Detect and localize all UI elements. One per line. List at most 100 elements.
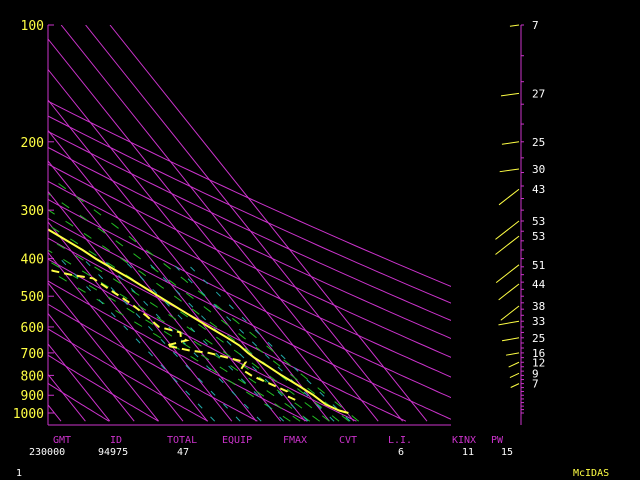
wind-speed-label: 43 xyxy=(532,183,545,196)
temperature-line xyxy=(48,228,349,414)
wind-barb xyxy=(509,372,520,378)
isotherm-line xyxy=(48,38,355,422)
isotherm-line xyxy=(48,312,135,422)
dry-adiabat-line xyxy=(48,354,159,422)
wind-speed-label: 33 xyxy=(532,315,545,328)
plot-frame xyxy=(47,25,451,426)
moist-adiabat-line xyxy=(48,269,291,422)
footer-value-li: 6 xyxy=(398,447,405,458)
moist-adiabat-line xyxy=(48,260,301,422)
wind-speed-label: 51 xyxy=(532,259,545,272)
footer-header-gmt: GMT xyxy=(53,435,72,446)
temperature-trace xyxy=(48,228,349,414)
frame-number: 1 xyxy=(16,468,23,479)
wind-barb xyxy=(495,220,520,240)
dry-adiabat-line xyxy=(48,217,451,420)
wind-speed-label: 53 xyxy=(532,215,545,228)
dry-adiabat-line xyxy=(48,100,451,287)
footer-value-pw: 15 xyxy=(501,447,514,458)
dry-adiabat-line xyxy=(48,328,209,422)
wind-speed-label: 25 xyxy=(532,136,545,149)
dry-adiabat-line xyxy=(48,130,451,321)
dry-adiabat-line xyxy=(48,382,110,422)
wind-barb xyxy=(498,188,520,206)
isotherm-line xyxy=(48,221,208,422)
isotherm-line xyxy=(48,68,330,422)
isotherm-line xyxy=(48,160,257,422)
wind-speed-label: 38 xyxy=(532,300,545,313)
footer-header-id: ID xyxy=(110,435,123,446)
wind-barb xyxy=(500,305,520,321)
isotherm-lines xyxy=(48,25,428,422)
pressure-tick-label: 800 xyxy=(21,369,44,384)
dry-adiabat-line xyxy=(48,237,407,422)
footer-value-total: 47 xyxy=(177,447,190,458)
wind-speed-label: 9 xyxy=(532,367,539,380)
brand-label: McIDAS xyxy=(573,468,610,479)
dewpoint-trace xyxy=(48,267,296,401)
isotherm-line xyxy=(48,190,233,422)
wind-barb xyxy=(501,141,520,145)
wind-barb xyxy=(498,283,520,301)
pressure-tick-label: 400 xyxy=(21,253,44,268)
moist-adiabat-line xyxy=(48,249,311,422)
moist-adiabat-lines xyxy=(48,175,360,422)
footer-value-id: 94975 xyxy=(98,447,129,458)
wind-barb xyxy=(501,337,520,342)
dry-adiabat-line xyxy=(48,198,451,399)
mixing-ratio-lines xyxy=(59,258,351,422)
dry-adiabat-line xyxy=(48,280,308,422)
wind-barb xyxy=(499,168,520,173)
isotherm-line xyxy=(48,251,184,422)
footer-header-kinx: KINX xyxy=(452,435,477,446)
pressure-tick-label: 500 xyxy=(21,290,44,305)
footer-header-pw: PW xyxy=(491,435,504,446)
wind-speed-label: 7 xyxy=(532,378,539,391)
footer-value-gmt: 230000 xyxy=(29,447,66,458)
footer-header-total: TOTAL xyxy=(167,435,198,446)
wind-barb xyxy=(495,235,520,255)
wind-speed-label: 12 xyxy=(532,356,545,369)
isotherm-line xyxy=(48,343,111,422)
moist-adiabat-line xyxy=(48,175,360,422)
wind-speed-label: 16 xyxy=(532,347,545,360)
isotherm-line xyxy=(48,282,159,422)
dry-adiabat-line xyxy=(48,115,451,304)
footer-header-li: L.I. xyxy=(388,435,413,446)
pressure-axis-labels: 100 200 300 400 500 600 700 800 900 1000 xyxy=(13,19,54,422)
moist-adiabat-line xyxy=(48,192,350,422)
wind-speed-label: 53 xyxy=(532,230,545,243)
wind-barb xyxy=(500,92,520,97)
wind-speed-label: 44 xyxy=(532,278,546,291)
dry-adiabat-line xyxy=(48,258,357,422)
pressure-tick-label: 600 xyxy=(21,321,44,336)
dry-adiabat-line xyxy=(48,163,451,358)
isotherm-line xyxy=(60,25,379,422)
footer-value-kinx: 11 xyxy=(462,447,475,458)
mixing-ratio-line xyxy=(181,258,351,422)
pressure-tick-label: 900 xyxy=(21,389,44,404)
wind-speed-label: 7 xyxy=(532,19,539,32)
pressure-tick-label: 700 xyxy=(21,347,44,362)
dewpoint-line xyxy=(48,267,296,401)
pressure-tick-label: 100 xyxy=(21,19,44,34)
dry-adiabat-lines xyxy=(48,100,451,422)
wind-speed-label: 27 xyxy=(532,87,545,100)
wind-barb xyxy=(495,264,520,284)
wind-barb xyxy=(505,352,520,356)
wind-barb xyxy=(508,361,520,368)
dry-adiabat-line xyxy=(48,146,451,340)
wind-barb xyxy=(498,320,520,326)
isotherm-line xyxy=(85,25,403,422)
wind-speed-label: 30 xyxy=(532,163,545,176)
pressure-tick-label: 200 xyxy=(21,136,44,151)
footer-header-cvt: CVT xyxy=(339,435,358,446)
dry-adiabat-line xyxy=(48,303,258,422)
footer-header-equip: EQUIP xyxy=(222,435,253,446)
dry-adiabat-line xyxy=(48,180,451,378)
wind-speed-label: 25 xyxy=(532,332,545,345)
pressure-tick-label: 1000 xyxy=(13,407,44,422)
wind-barb xyxy=(509,24,520,27)
